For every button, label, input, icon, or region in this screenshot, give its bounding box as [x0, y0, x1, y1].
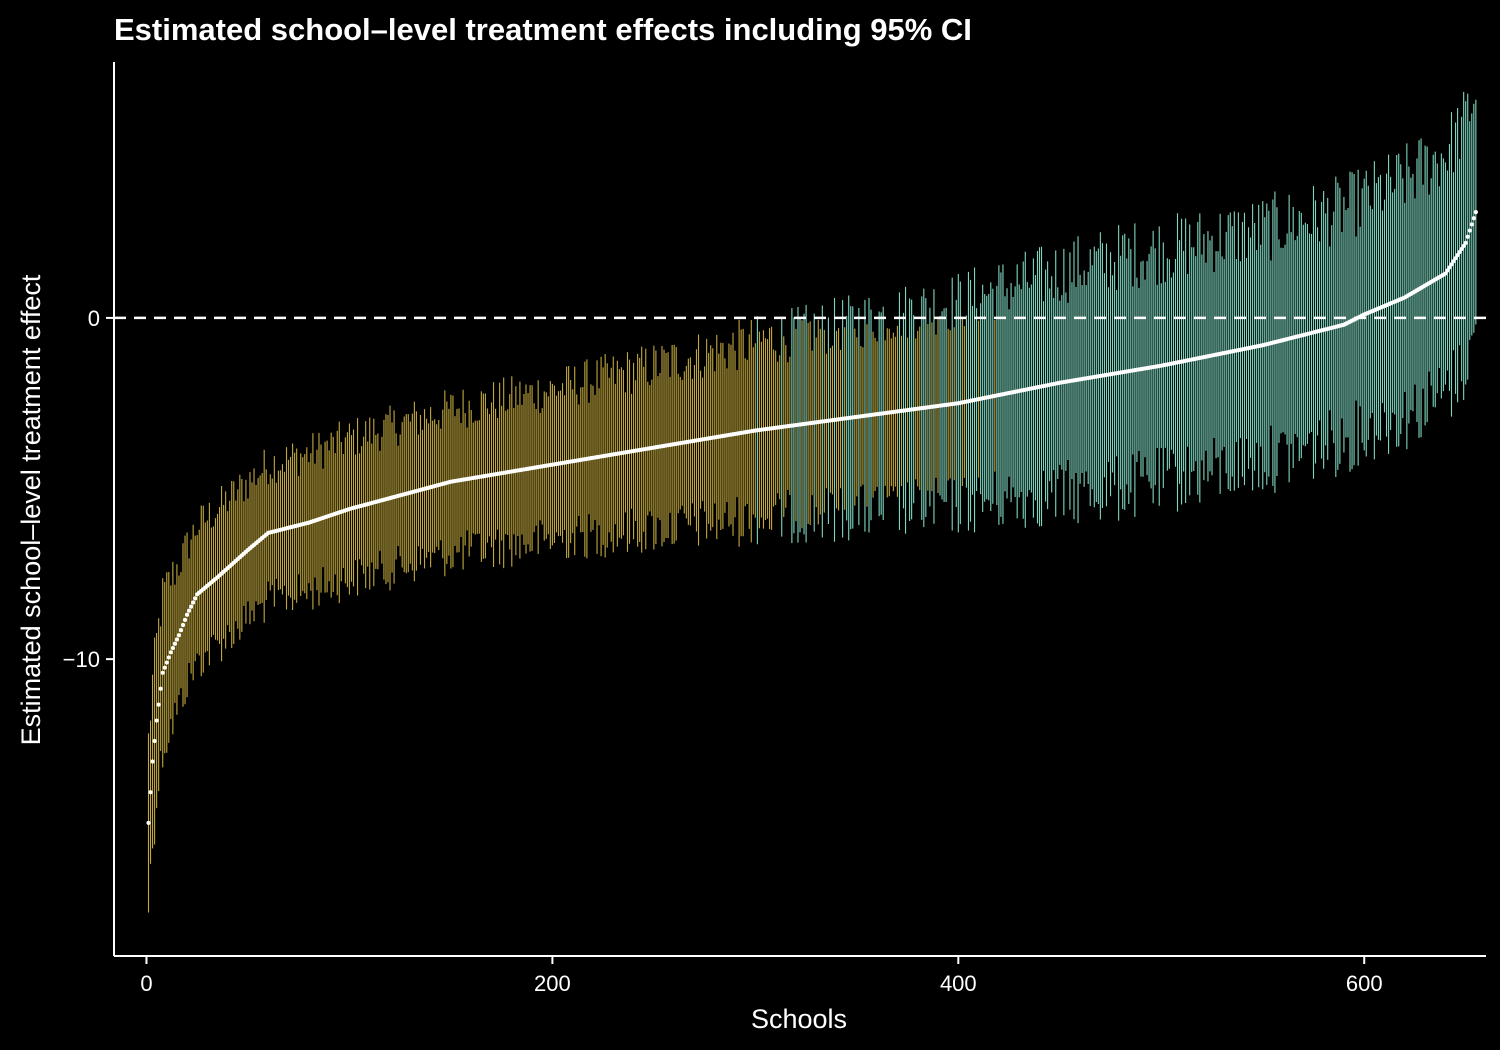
estimate-point: [154, 718, 159, 723]
y-axis-ticks: −10 0: [63, 306, 114, 672]
estimate-point: [189, 604, 194, 609]
x-tick-label: 200: [534, 971, 571, 996]
estimate-point: [191, 600, 196, 605]
estimate-point: [1469, 222, 1474, 227]
estimate-point: [1451, 259, 1456, 264]
y-tick-label: 0: [88, 306, 100, 331]
estimate-point: [158, 686, 163, 691]
x-tick-label: 600: [1346, 971, 1383, 996]
chart-title: Estimated school–level treatment effects…: [114, 12, 972, 47]
estimate-point: [184, 612, 190, 617]
estimate-point: [1467, 228, 1472, 233]
estimate-point: [1473, 210, 1478, 215]
estimate-point: [166, 655, 171, 660]
estimate-point: [164, 660, 169, 665]
estimate-point: [178, 628, 184, 633]
estimate-point: [152, 738, 157, 744]
x-axis-ticks: 0 200 400 600: [140, 956, 1383, 996]
estimate-point: [148, 790, 153, 795]
x-tick-label: 400: [940, 971, 977, 996]
estimate-point: [170, 645, 175, 651]
estimate-point: [156, 702, 161, 707]
estimate-point: [1453, 256, 1458, 261]
x-axis-title: Schools: [751, 1004, 847, 1034]
estimate-point: [1447, 265, 1452, 270]
estimate-point: [1461, 243, 1466, 249]
estimate-point: [174, 637, 180, 642]
estimate-point: [172, 641, 177, 646]
estimate-point: [1471, 216, 1476, 221]
estimate-point: [1459, 246, 1464, 252]
estimate-point: [1455, 253, 1460, 258]
estimate-point: [150, 759, 155, 764]
estimate-point: [146, 820, 151, 826]
estimate-point: [1465, 234, 1470, 239]
ci-bars-layer: [147, 91, 1477, 913]
estimate-point: [1463, 240, 1468, 245]
estimate-point: [176, 633, 182, 638]
estimate-point: [1449, 262, 1454, 267]
y-axis-title: Estimated school–level treatment effect: [16, 274, 46, 745]
estimate-point: [1457, 249, 1462, 255]
y-tick-label: −10: [63, 647, 100, 672]
estimate-point: [182, 617, 188, 623]
estimate-point: [162, 665, 167, 670]
estimate-point: [193, 596, 198, 601]
estimate-point: [168, 650, 173, 655]
estimate-point: [160, 670, 165, 675]
estimate-point: [1445, 268, 1450, 273]
estimate-point: [1443, 271, 1448, 276]
estimate-point: [180, 622, 186, 628]
estimate-points-layer: [146, 210, 1478, 826]
x-tick-label: 0: [140, 971, 152, 996]
estimate-point: [186, 608, 192, 613]
